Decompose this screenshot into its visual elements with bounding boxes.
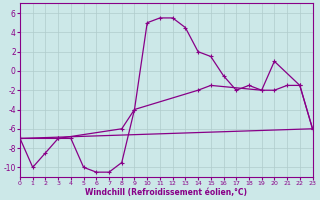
X-axis label: Windchill (Refroidissement éolien,°C): Windchill (Refroidissement éolien,°C)	[85, 188, 247, 197]
